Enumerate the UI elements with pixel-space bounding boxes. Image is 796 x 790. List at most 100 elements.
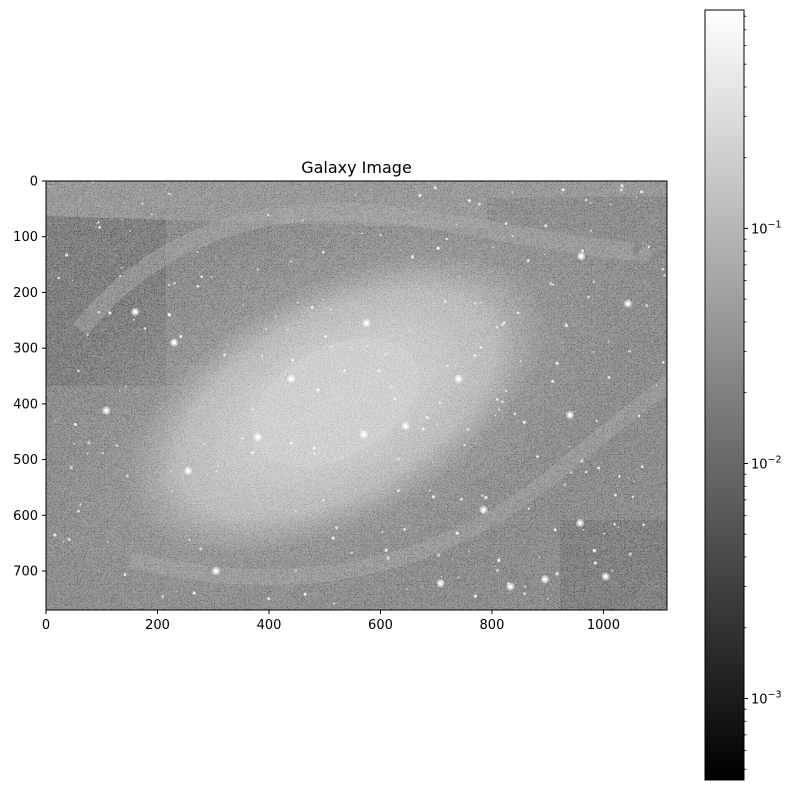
field-star [445, 237, 448, 241]
field-star [215, 469, 218, 473]
field-star [440, 575, 443, 578]
field-star [77, 509, 80, 513]
field-star [242, 304, 244, 307]
field-star [479, 346, 483, 349]
field-star [611, 569, 614, 572]
field-star [167, 283, 171, 286]
field-star [418, 194, 422, 198]
field-star [647, 245, 651, 248]
field-star [350, 551, 354, 555]
field-star [161, 595, 165, 598]
field-star [580, 459, 584, 463]
field-star [484, 495, 488, 500]
y-tick-label: 300 [13, 342, 38, 357]
star [255, 435, 260, 440]
field-star [77, 369, 80, 373]
field-star [196, 284, 200, 288]
star [172, 340, 177, 345]
field-star [437, 553, 441, 557]
colorbar-tick-label: 10−2 [751, 454, 782, 472]
field-star [507, 582, 510, 585]
x-tick-label: 400 [257, 618, 282, 633]
field-star [364, 434, 367, 437]
colorbar-gradient [705, 10, 744, 780]
image-axes: 0 200 400 600 800 1000 0 100 200 300 400 500 600 700… [13, 158, 668, 633]
field-star [124, 385, 128, 388]
field-star [467, 550, 470, 552]
field-star [106, 540, 109, 543]
field-star [79, 199, 81, 201]
field-star [429, 489, 431, 492]
field-star [619, 188, 623, 192]
field-star [597, 466, 600, 470]
field-star [119, 275, 122, 278]
field-star [125, 474, 129, 478]
field-star [492, 246, 494, 249]
y-tick-label: 600 [13, 509, 38, 524]
field-star [132, 318, 136, 321]
field-star [455, 531, 459, 535]
field-star [443, 299, 447, 304]
field-star [251, 407, 254, 411]
star [579, 254, 584, 259]
field-star [96, 223, 98, 225]
field-star [592, 548, 597, 553]
field-star [98, 225, 102, 229]
field-star [176, 590, 178, 593]
field-star [251, 451, 255, 455]
field-star [587, 295, 590, 299]
star [133, 309, 138, 314]
field-star [638, 204, 640, 206]
field-star [501, 400, 504, 404]
field-star [397, 457, 401, 461]
y-tick-label: 0 [30, 175, 38, 190]
star [438, 581, 443, 586]
field-star [561, 188, 565, 192]
field-star [473, 302, 477, 305]
field-star [397, 489, 400, 492]
field-star [352, 232, 354, 234]
field-star [241, 437, 244, 440]
field-star [118, 390, 121, 392]
field-star [120, 266, 123, 270]
field-star [192, 591, 196, 595]
field-star [73, 423, 77, 426]
field-star [286, 328, 289, 332]
field-star [79, 503, 82, 506]
y-tick-label: 200 [13, 286, 38, 301]
x-tick-label: 200 [145, 618, 170, 633]
field-star [607, 375, 611, 379]
field-star [458, 275, 461, 277]
colorbar-frame [704, 9, 745, 781]
field-star [581, 249, 585, 253]
field-star [500, 323, 504, 327]
field-star [457, 576, 460, 579]
field-star [335, 526, 338, 530]
field-star [65, 253, 69, 257]
field-star [303, 592, 307, 596]
x-tick-label: 0 [42, 618, 50, 633]
field-star [97, 311, 101, 314]
field-star [403, 528, 406, 531]
field-star [420, 585, 423, 588]
field-star [564, 323, 569, 328]
field-star [73, 443, 76, 445]
field-star [637, 414, 641, 418]
field-star [386, 556, 390, 560]
field-star [502, 321, 506, 325]
field-star [546, 598, 549, 600]
field-star [354, 194, 357, 196]
field-star [446, 364, 449, 368]
field-star [170, 194, 173, 196]
field-star [473, 594, 477, 598]
field-star [173, 340, 176, 342]
field-star [274, 315, 277, 318]
field-star [496, 568, 500, 573]
field-star [593, 561, 597, 565]
field-star [203, 443, 206, 446]
field-star [481, 511, 484, 513]
field-star [312, 446, 316, 450]
field-star [523, 592, 526, 596]
field-star [289, 441, 293, 445]
field-star [95, 226, 97, 229]
